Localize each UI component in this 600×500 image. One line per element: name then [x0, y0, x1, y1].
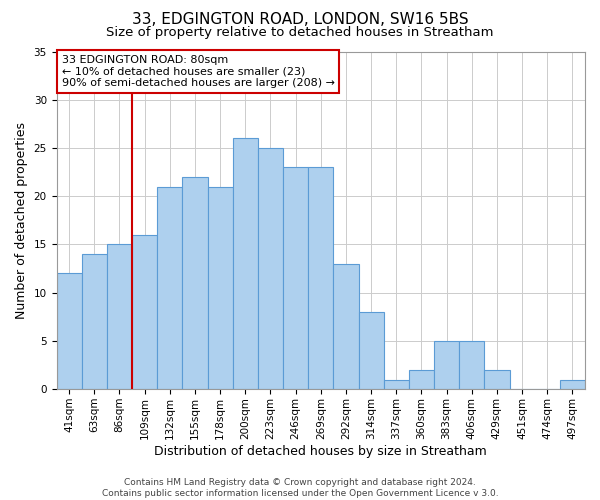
Bar [182, 177, 208, 389]
Text: 33 EDGINGTON ROAD: 80sqm
← 10% of detached houses are smaller (23)
90% of semi-d: 33 EDGINGTON ROAD: 80sqm ← 10% of detach… [62, 55, 335, 88]
Bar [560, 380, 585, 389]
Bar [56, 274, 82, 389]
Bar [208, 186, 233, 389]
Bar [434, 341, 459, 389]
Bar [82, 254, 107, 389]
Bar [308, 168, 334, 389]
Y-axis label: Number of detached properties: Number of detached properties [15, 122, 28, 319]
X-axis label: Distribution of detached houses by size in Streatham: Distribution of detached houses by size … [154, 444, 487, 458]
Bar [233, 138, 258, 389]
Bar [459, 341, 484, 389]
Text: 33, EDGINGTON ROAD, LONDON, SW16 5BS: 33, EDGINGTON ROAD, LONDON, SW16 5BS [131, 12, 469, 28]
Bar [283, 168, 308, 389]
Text: Size of property relative to detached houses in Streatham: Size of property relative to detached ho… [106, 26, 494, 39]
Bar [334, 264, 359, 389]
Bar [359, 312, 383, 389]
Bar [107, 244, 132, 389]
Bar [383, 380, 409, 389]
Bar [157, 186, 182, 389]
Bar [409, 370, 434, 389]
Bar [132, 235, 157, 389]
Text: Contains HM Land Registry data © Crown copyright and database right 2024.
Contai: Contains HM Land Registry data © Crown c… [101, 478, 499, 498]
Bar [258, 148, 283, 389]
Bar [484, 370, 509, 389]
